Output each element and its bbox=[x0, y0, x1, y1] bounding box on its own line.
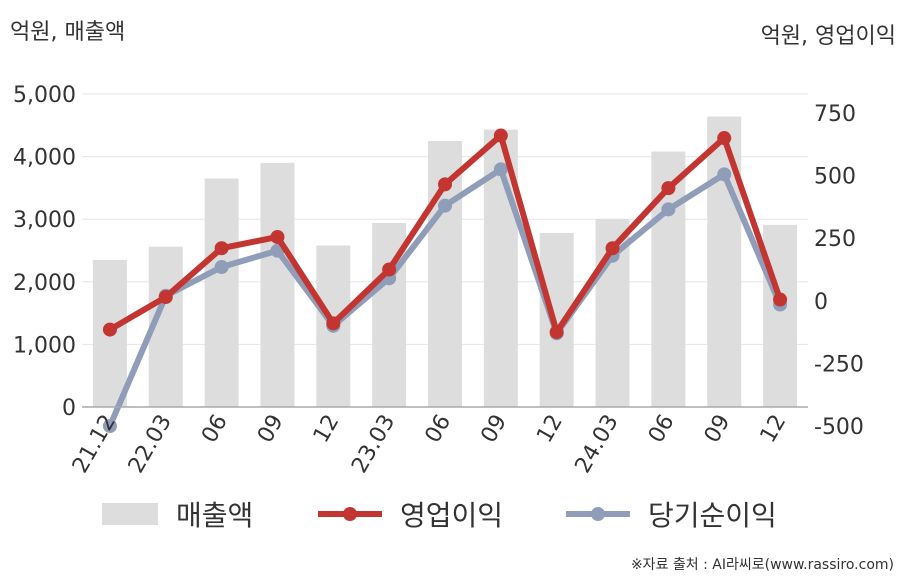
right-tick-label: 250 bbox=[814, 227, 856, 252]
legend: 매출액 영업이익 당기순이익 bbox=[0, 492, 908, 536]
point-operating-profit bbox=[438, 177, 452, 192]
left-tick-label: 1,000 bbox=[13, 333, 76, 358]
source-note: ※자료 출처 : AI라씨로(www.rassiro.com) bbox=[630, 557, 894, 573]
right-tick-label: 500 bbox=[814, 165, 856, 190]
point-operating-profit bbox=[493, 128, 508, 143]
point-operating-profit bbox=[326, 316, 341, 331]
x-tick-label: 09 bbox=[253, 411, 289, 448]
legend-label-net-income: 당기순이익 bbox=[648, 499, 777, 532]
point-operating-profit bbox=[549, 325, 564, 340]
point-operating-profit bbox=[102, 322, 117, 337]
legend-swatch-revenue bbox=[102, 503, 158, 525]
right-tick-label: 0 bbox=[814, 290, 828, 315]
left-tick-label: 0 bbox=[62, 396, 76, 421]
legend-label-operating-profit: 영업이익 bbox=[400, 499, 504, 532]
right-tick-label: -500 bbox=[814, 415, 864, 440]
right-axis-unit: 억원, 영업이익 bbox=[760, 24, 896, 49]
legend-swatch-net-income bbox=[566, 503, 630, 525]
left-tick-label: 5,000 bbox=[13, 83, 76, 108]
x-tick-label: 22.03 bbox=[124, 411, 177, 478]
x-tick-label: 09 bbox=[476, 411, 512, 448]
bar-revenue bbox=[763, 224, 798, 407]
x-tick-label: 09 bbox=[700, 411, 736, 448]
x-tick-label: 23.03 bbox=[347, 411, 400, 478]
left-tick-label: 4,000 bbox=[13, 146, 76, 171]
point-net-income bbox=[214, 259, 229, 274]
point-net-income bbox=[661, 202, 676, 217]
point-operating-profit bbox=[158, 290, 173, 305]
profit-lines bbox=[102, 128, 788, 433]
point-operating-profit bbox=[270, 229, 285, 244]
revenue-bars bbox=[92, 116, 798, 407]
legend-item-revenue: 매출액 bbox=[102, 492, 253, 536]
x-axis-ticks: 21.12 22.03 06 09 12 23.03 06 09 12 24.03 06 09 12 bbox=[68, 411, 791, 478]
right-axis-ticks: -500 -250 0 250 500 750 bbox=[814, 102, 864, 440]
point-net-income bbox=[102, 419, 117, 433]
bar-revenue bbox=[204, 178, 239, 407]
point-net-income bbox=[438, 198, 452, 213]
point-operating-profit bbox=[605, 241, 620, 256]
right-tick-label: 750 bbox=[814, 102, 856, 127]
point-net-income bbox=[717, 167, 732, 182]
legend-swatch-operating-profit bbox=[318, 503, 382, 525]
point-net-income bbox=[493, 162, 508, 177]
left-axis-unit: 억원, 매출액 bbox=[10, 20, 126, 45]
point-operating-profit bbox=[661, 181, 676, 196]
left-tick-label: 3,000 bbox=[13, 208, 76, 233]
x-tick-label: 06 bbox=[644, 411, 680, 448]
point-operating-profit bbox=[717, 131, 732, 146]
x-tick-label: 24.03 bbox=[571, 411, 624, 478]
x-tick-label: 06 bbox=[197, 411, 233, 448]
point-operating-profit bbox=[382, 262, 397, 277]
x-tick-label: 12 bbox=[309, 411, 345, 448]
left-tick-label: 2,000 bbox=[13, 271, 76, 296]
point-operating-profit bbox=[214, 241, 229, 256]
x-tick-label: 06 bbox=[421, 411, 457, 448]
x-tick-label: 12 bbox=[532, 411, 568, 448]
legend-label-revenue: 매출액 bbox=[176, 499, 254, 532]
x-tick-label: 12 bbox=[756, 411, 792, 448]
legend-item-net-income: 당기순이익 bbox=[566, 492, 777, 536]
combo-chart: 0 1,000 2,000 3,000 4,000 5,000 -500 -250 0 250 5… bbox=[13, 83, 864, 478]
bar-revenue bbox=[707, 116, 742, 407]
right-tick-label: -250 bbox=[814, 352, 864, 377]
left-axis-ticks: 0 1,000 2,000 3,000 4,000 5,000 bbox=[13, 83, 76, 421]
legend-item-operating-profit: 영업이익 bbox=[318, 492, 503, 536]
point-operating-profit bbox=[773, 292, 788, 307]
bar-revenue bbox=[260, 162, 295, 407]
